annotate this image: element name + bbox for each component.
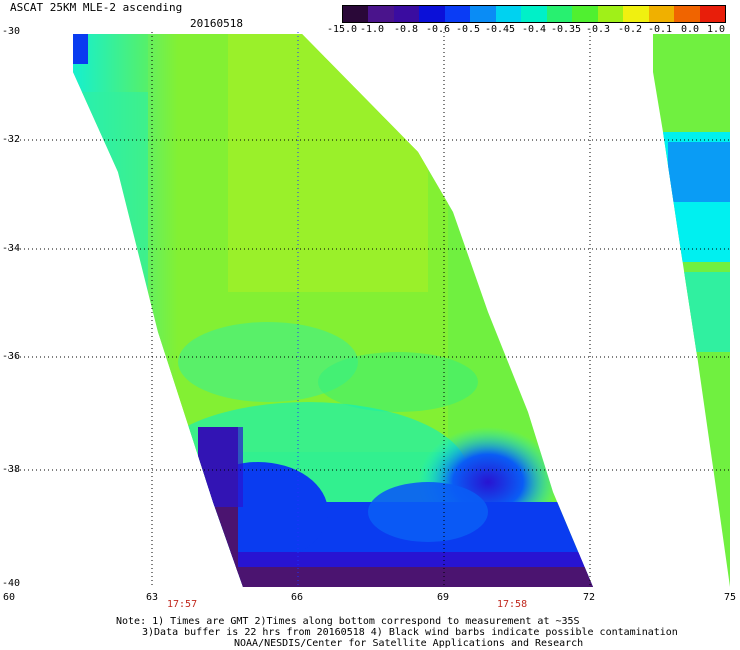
color-scale-tick: -0.35 [550, 24, 582, 35]
lat-label: -32 [2, 134, 21, 145]
lon-label: 66 [291, 592, 304, 603]
color-scale-tick: -0.4 [521, 24, 547, 35]
color-scale-bar [342, 5, 726, 23]
color-scale-segment [444, 6, 471, 22]
swath-map [8, 32, 730, 588]
color-scale-segment [572, 6, 598, 22]
color-scale-segment [419, 6, 445, 22]
graticule [8, 32, 730, 588]
color-scale-tick: -0.3 [585, 24, 611, 35]
lat-label: -38 [2, 464, 21, 475]
footnote-line-3: NOAA/NESDIS/Center for Satellite Applica… [234, 638, 584, 649]
color-scale-tick: -0.5 [455, 24, 481, 35]
color-scale-segment [597, 6, 624, 22]
color-scale-ticks: -15.0 -1.0 -0.8 -0.6 -0.5 -0.45 -0.4 -0.… [327, 24, 726, 36]
lon-label: 75 [724, 592, 737, 603]
color-scale-segment [674, 6, 700, 22]
color-scale-tick: 0.0 [680, 24, 700, 35]
lon-label: 69 [437, 592, 450, 603]
lat-label: -36 [2, 351, 21, 362]
color-scale-tick: -15.0 [326, 24, 358, 35]
footnote-line-2: 3)Data buffer is 22 hrs from 20160518 4)… [142, 627, 678, 638]
lon-label: 60 [3, 592, 16, 603]
product-title: ASCAT 25KM MLE-2 ascending [10, 1, 183, 14]
lat-label: -34 [2, 243, 21, 254]
color-scale-segment [393, 6, 420, 22]
color-scale-segment [648, 6, 675, 22]
color-scale-tick: -0.1 [647, 24, 673, 35]
time-label: 17:57 [167, 599, 198, 610]
lat-label: -30 [2, 26, 21, 37]
color-scale-tick: 1.0 [706, 24, 726, 35]
color-scale-segment [368, 6, 394, 22]
color-scale-tick: -0.45 [484, 24, 516, 35]
color-scale-segment [546, 6, 573, 22]
color-scale-tick: -0.2 [617, 24, 643, 35]
color-scale-segment [521, 6, 547, 22]
color-scale-tick: -0.6 [425, 24, 451, 35]
color-scale-segment [699, 6, 726, 22]
color-scale-segment [343, 6, 369, 22]
swath-right [653, 34, 730, 587]
lon-label: 63 [146, 592, 159, 603]
color-scale-tick: -0.8 [393, 24, 419, 35]
swath-main [73, 34, 593, 587]
color-scale-segment [623, 6, 649, 22]
color-scale-segment [470, 6, 496, 22]
lat-label: -40 [2, 578, 21, 589]
color-scale-tick: -1.0 [359, 24, 385, 35]
product-date: 20160518 [190, 17, 243, 30]
footnote-line-1: Note: 1) Times are GMT 2)Times along bot… [116, 616, 580, 627]
color-scale-segment [495, 6, 522, 22]
lon-label: 72 [583, 592, 596, 603]
time-label: 17:58 [497, 599, 528, 610]
